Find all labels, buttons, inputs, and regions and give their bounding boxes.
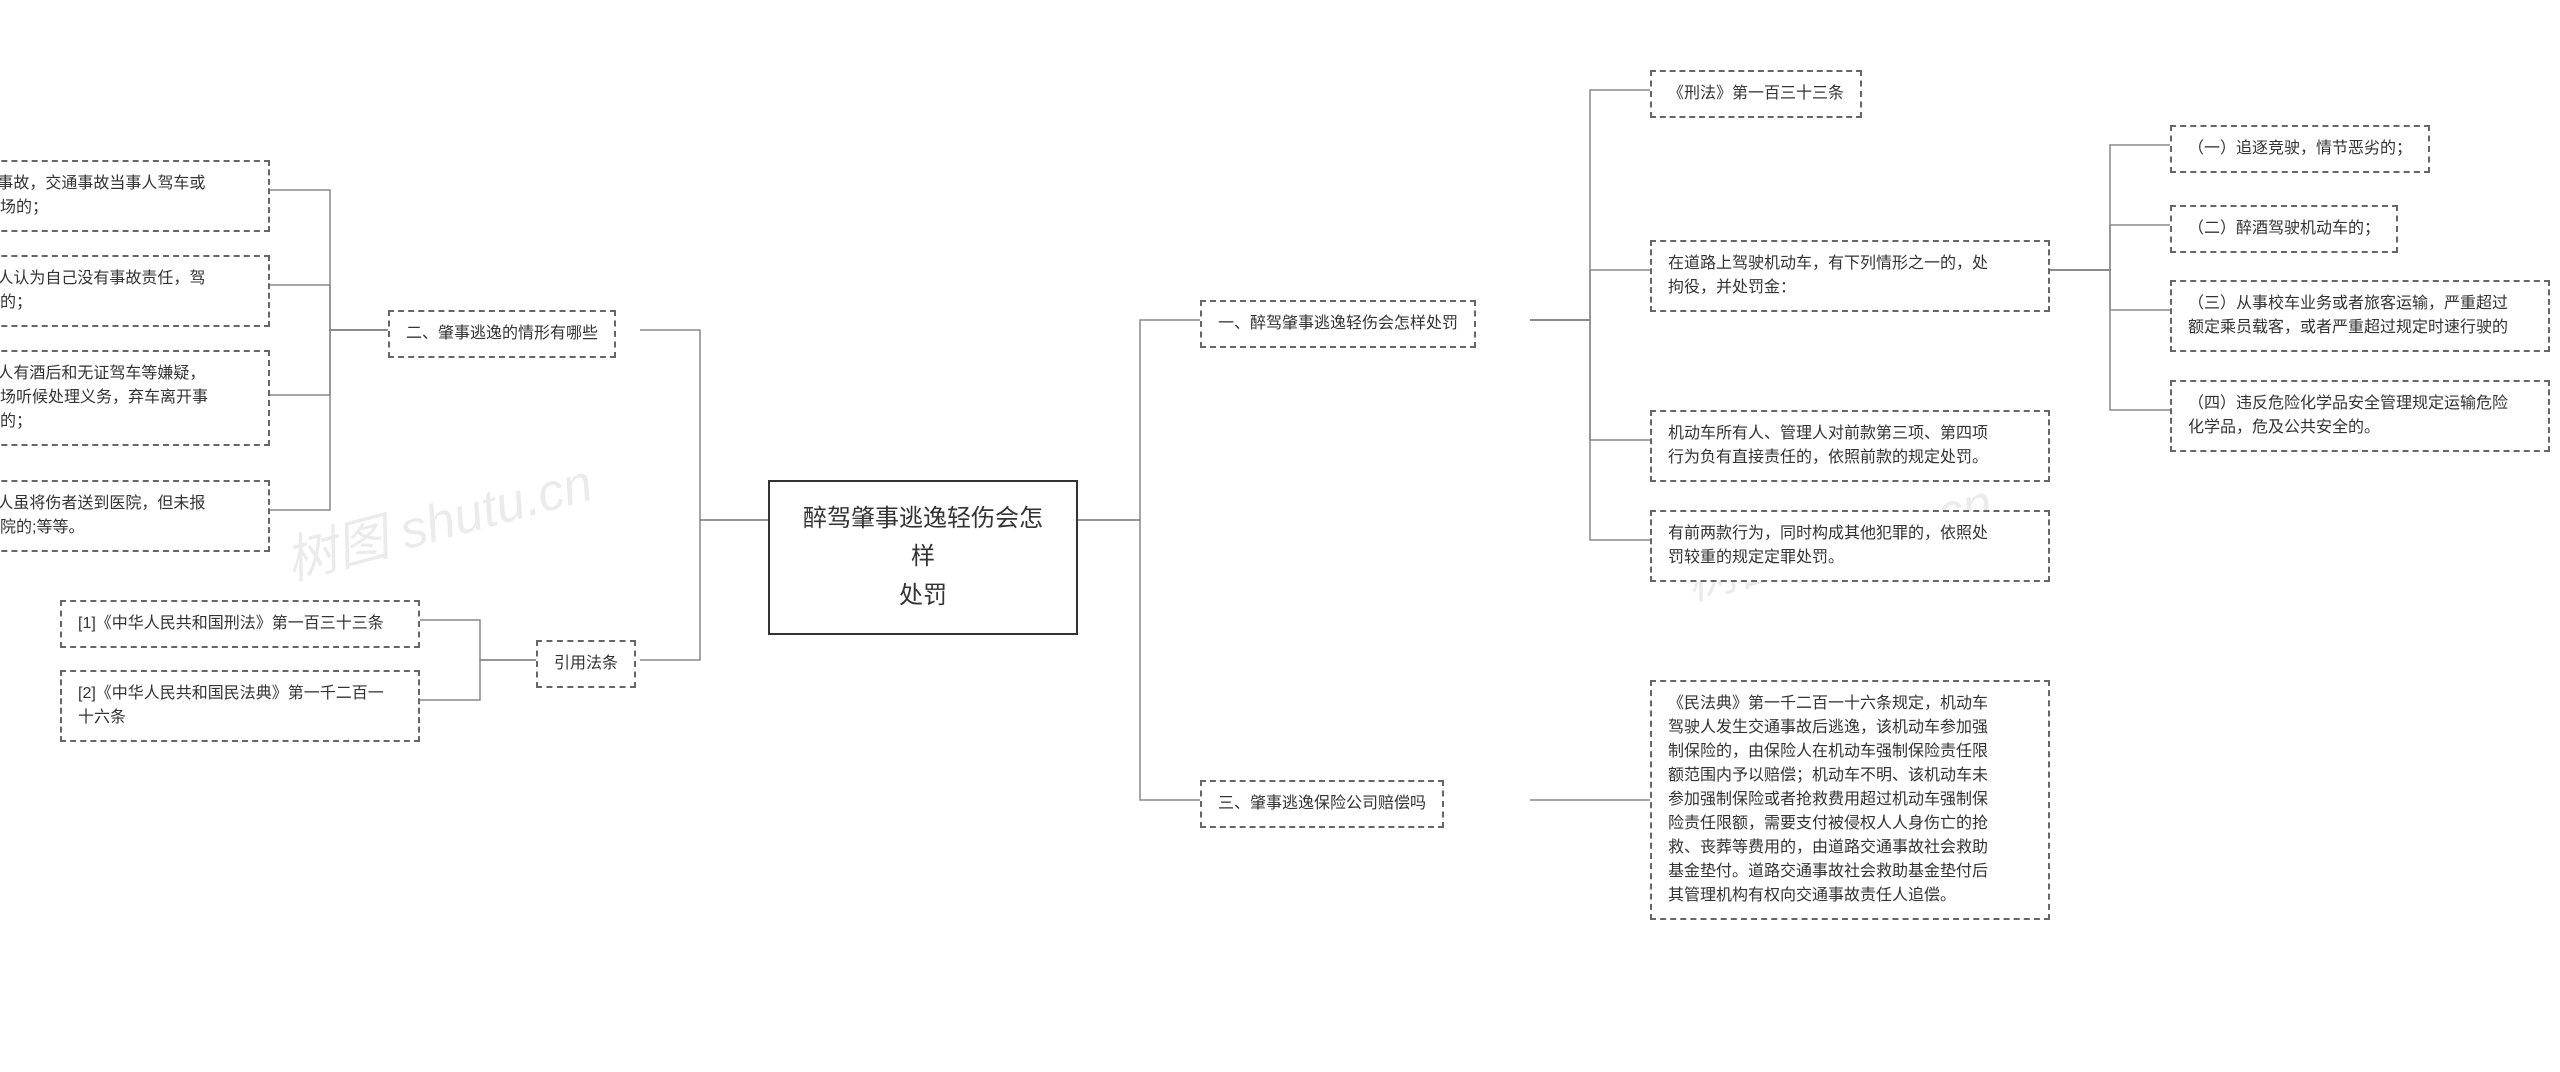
- section3-label: 三、肇事逃逸保险公司赔偿吗: [1218, 795, 1426, 812]
- cite-item2: [2]《中华人民共和国民法典》第一千二百一十六条: [60, 670, 420, 742]
- section2-item3: 3.交通事故当事人有酒后和无证驾车等嫌疑，报案后不履行现场听候处理义务，弃车离开…: [0, 350, 270, 446]
- section1-item3-text: 机动车所有人、管理人对前款第三项、第四项行为负有直接责任的，依照前款的规定处罚。: [1668, 425, 1988, 466]
- section1-item2-sub2: （二）醉酒驾驶机动车的；: [2170, 205, 2398, 253]
- section1-item1-text: 《刑法》第一百三十三条: [1668, 85, 1844, 102]
- section1-label: 一、醉驾肇事逃逸轻伤会怎样处罚: [1218, 315, 1458, 332]
- section2-item1: 1.明知发生交通事故，交通事故当事人驾车或弃车逃离事故现场的；: [0, 160, 270, 232]
- cite-title: 引用法条: [536, 640, 636, 688]
- section1-item2-sub4: （四）违反危险化学品安全管理规定运输危险化学品，危及公共安全的。: [2170, 380, 2550, 452]
- center-title: 醉驾肇事逃逸轻伤会怎样处罚: [803, 505, 1043, 609]
- section1-item2-sub1: （一）追逐竞驶，情节恶劣的；: [2170, 125, 2430, 173]
- section2-item2-text: 2.交通事故当事人认为自己没有事故责任，驾车驶离事故现场的；: [0, 270, 205, 311]
- section3-title: 三、肇事逃逸保险公司赔偿吗: [1200, 780, 1444, 828]
- section1-item4: 有前两款行为，同时构成其他犯罪的，依照处罚较重的规定定罪处罚。: [1650, 510, 2050, 582]
- cite-item1: [1]《中华人民共和国刑法》第一百三十三条: [60, 600, 420, 648]
- sub3-text: （三）从事校车业务或者旅客运输，严重超过额定乘员载客，或者严重超过规定时速行驶的: [2188, 295, 2508, 336]
- section2-item2: 2.交通事故当事人认为自己没有事故责任，驾车驶离事故现场的；: [0, 255, 270, 327]
- cite-item1-text: [1]《中华人民共和国刑法》第一百三十三条: [78, 615, 384, 632]
- sub2-text: （二）醉酒驾驶机动车的；: [2188, 220, 2380, 237]
- section1-item1: 《刑法》第一百三十三条: [1650, 70, 1862, 118]
- section1-item3: 机动车所有人、管理人对前款第三项、第四项行为负有直接责任的，依照前款的规定处罚。: [1650, 410, 2050, 482]
- section2-item1-text: 1.明知发生交通事故，交通事故当事人驾车或弃车逃离事故现场的；: [0, 175, 205, 216]
- section3-content-text: 《民法典》第一千二百一十六条规定，机动车驾驶人发生交通事故后逃逸，该机动车参加强…: [1668, 695, 1988, 904]
- section1-item4-text: 有前两款行为，同时构成其他犯罪的，依照处罚较重的规定定罪处罚。: [1668, 525, 1988, 566]
- section1-item2-text: 在道路上驾驶机动车，有下列情形之一的，处拘役，并处罚金：: [1668, 255, 1988, 296]
- sub1-text: （一）追逐竞驶，情节恶劣的；: [2188, 140, 2412, 157]
- sub4-text: （四）违反危险化学品安全管理规定运输危险化学品，危及公共安全的。: [2188, 395, 2508, 436]
- watermark-1: 树图 shutu.cn: [276, 441, 600, 595]
- section2-label: 二、肇事逃逸的情形有哪些: [406, 325, 598, 342]
- cite-label: 引用法条: [554, 655, 618, 672]
- section2-item4-text: 4.交通事故当事人虽将伤者送到医院，但未报案且无故离开医院的;等等。: [0, 495, 205, 536]
- section2-item4: 4.交通事故当事人虽将伤者送到医院，但未报案且无故离开医院的;等等。: [0, 480, 270, 552]
- cite-item2-text: [2]《中华人民共和国民法典》第一千二百一十六条: [78, 685, 384, 726]
- section1-item2: 在道路上驾驶机动车，有下列情形之一的，处拘役，并处罚金：: [1650, 240, 2050, 312]
- section1-title: 一、醉驾肇事逃逸轻伤会怎样处罚: [1200, 300, 1476, 348]
- section2-title: 二、肇事逃逸的情形有哪些: [388, 310, 616, 358]
- center-node: 醉驾肇事逃逸轻伤会怎样处罚: [768, 480, 1078, 635]
- section2-item3-text: 3.交通事故当事人有酒后和无证驾车等嫌疑，报案后不履行现场听候处理义务，弃车离开…: [0, 365, 208, 430]
- section1-item2-sub3: （三）从事校车业务或者旅客运输，严重超过额定乘员载客，或者严重超过规定时速行驶的: [2170, 280, 2550, 352]
- section3-content: 《民法典》第一千二百一十六条规定，机动车驾驶人发生交通事故后逃逸，该机动车参加强…: [1650, 680, 2050, 920]
